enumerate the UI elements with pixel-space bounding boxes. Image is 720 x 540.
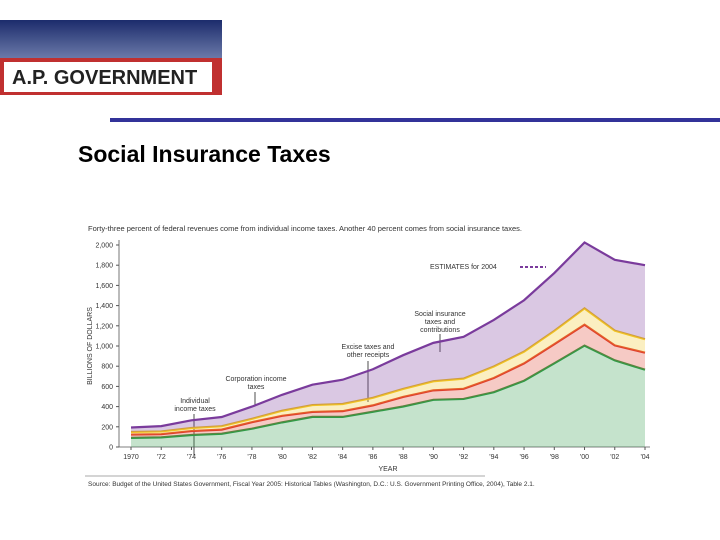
x-tick-label: '78 xyxy=(247,454,256,461)
y-tick-label: 1,200 xyxy=(95,323,113,330)
x-tick-label: '74 xyxy=(187,454,196,461)
y-tick-label: 200 xyxy=(101,424,113,431)
area-edge xyxy=(130,307,646,434)
annotation-social: Social insurance taxes and contributions xyxy=(414,311,466,334)
x-tick-label: '92 xyxy=(459,454,468,461)
annotation-corporation: Corporation income taxes xyxy=(225,376,287,391)
area-edge xyxy=(130,323,646,436)
x-tick-label: '76 xyxy=(217,454,226,461)
y-tick-label: 1,800 xyxy=(95,263,113,270)
x-tick-label: '98 xyxy=(550,454,559,461)
x-tick-label: '00 xyxy=(580,454,589,461)
area-edge xyxy=(130,241,646,429)
y-axis-label: BILLIONS OF DOLLARS xyxy=(87,307,94,385)
x-tick-label: '94 xyxy=(489,454,498,461)
x-tick-label: '84 xyxy=(338,454,347,461)
banner-box xyxy=(4,62,212,92)
x-tick-label: '82 xyxy=(308,454,317,461)
x-tick-label: '02 xyxy=(610,454,619,461)
x-tick-label: '88 xyxy=(399,454,408,461)
y-tick-label: 0 xyxy=(109,445,113,452)
area xyxy=(131,242,645,432)
area xyxy=(131,308,645,435)
estimates-note: ESTIMATES for 2004 xyxy=(430,264,497,271)
x-tick-label: '90 xyxy=(429,454,438,461)
divider xyxy=(110,118,720,122)
x-tick-label: '04 xyxy=(640,454,649,461)
y-tick-label: 1,400 xyxy=(95,303,113,310)
slide-title: Social Insurance Taxes xyxy=(78,141,331,167)
x-axis-label: YEAR xyxy=(378,466,397,473)
x-tick-label: '80 xyxy=(278,454,287,461)
area xyxy=(131,324,645,438)
y-tick-label: 1,600 xyxy=(95,283,113,290)
annotation-individual: Individual income taxes xyxy=(174,398,216,413)
x-tick-label: '96 xyxy=(519,454,528,461)
annotation-excise: Excise taxes and other receipts xyxy=(341,344,395,359)
x-tick-label: 1970 xyxy=(123,454,139,461)
x-tick-label: '72 xyxy=(157,454,166,461)
y-tick-label: 600 xyxy=(101,384,113,391)
y-tick-label: 2,000 xyxy=(95,243,113,250)
banner-text: A.P. GOVERNMENT xyxy=(12,67,197,89)
x-tick-label: '86 xyxy=(368,454,377,461)
y-tick-label: 400 xyxy=(101,404,113,411)
y-tick-label: 800 xyxy=(101,364,113,371)
y-tick-label: 1,000 xyxy=(95,344,113,351)
chart-subtitle: Forty-three percent of federal revenues … xyxy=(88,224,522,233)
area-edge xyxy=(130,344,646,440)
area xyxy=(131,345,645,447)
source-note: Source: Budget of the United States Gove… xyxy=(88,481,535,488)
